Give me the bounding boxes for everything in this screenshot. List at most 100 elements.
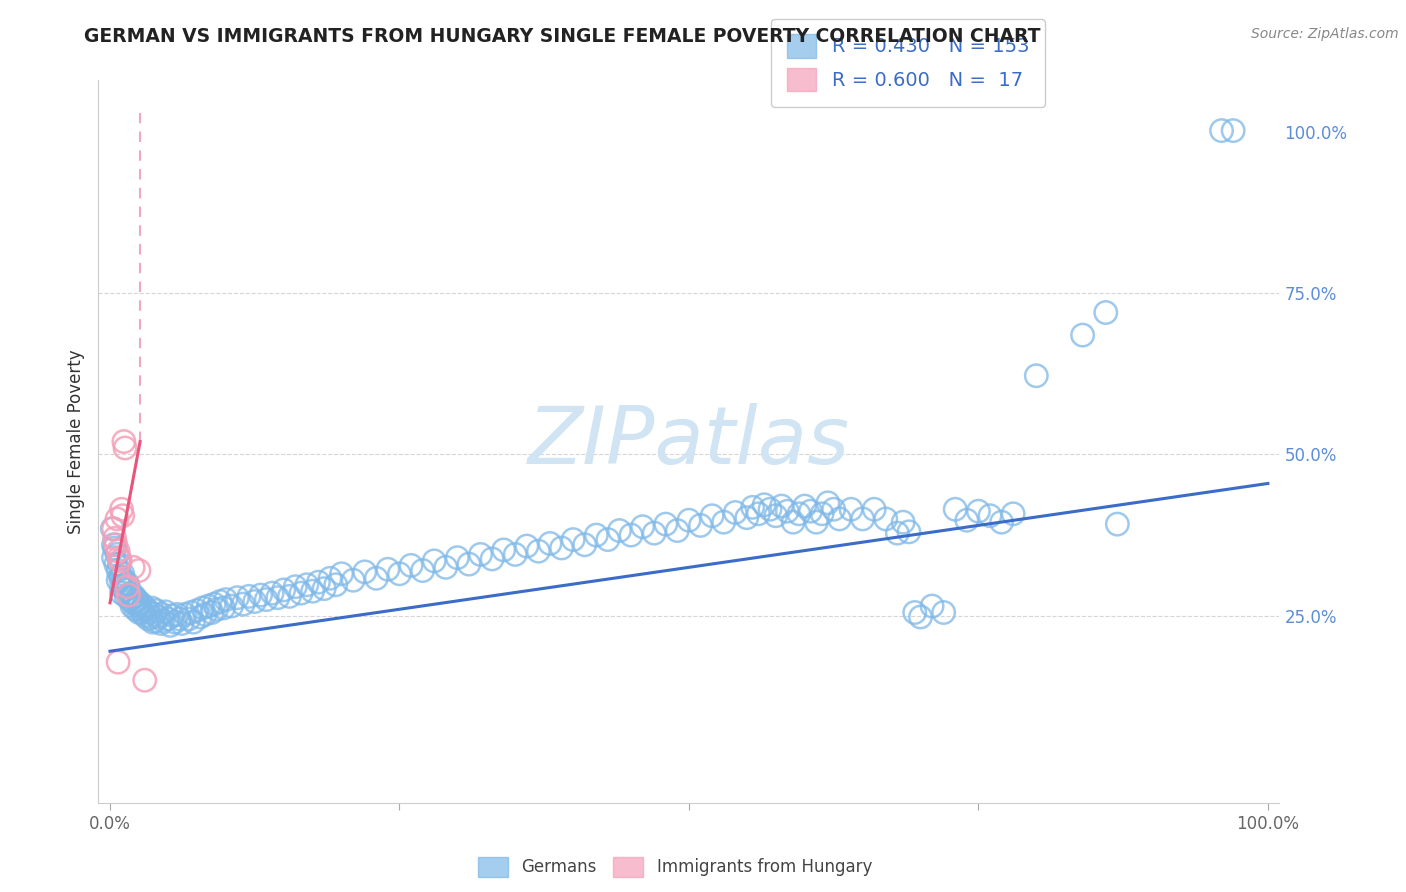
Point	[208, 594, 231, 608]
Point	[863, 502, 886, 516]
Point	[114, 582, 136, 597]
Point	[799, 504, 821, 518]
Point	[191, 601, 214, 615]
Point	[823, 502, 845, 516]
Point	[596, 533, 619, 547]
Text: GERMAN VS IMMIGRANTS FROM HUNGARY SINGLE FEMALE POVERTY CORRELATION CHART: GERMAN VS IMMIGRANTS FROM HUNGARY SINGLE…	[84, 27, 1040, 45]
Point	[967, 504, 990, 518]
Point	[254, 592, 277, 607]
Point	[103, 522, 125, 536]
Point	[122, 590, 145, 604]
Point	[793, 499, 815, 513]
Point	[197, 599, 219, 613]
Point	[104, 557, 127, 571]
Point	[609, 524, 631, 538]
Point	[574, 538, 596, 552]
Point	[212, 601, 235, 615]
Point	[112, 434, 135, 449]
Point	[103, 550, 125, 565]
Point	[108, 550, 131, 565]
Point	[273, 582, 295, 597]
Point	[141, 601, 163, 615]
Point	[205, 602, 228, 616]
Point	[117, 580, 139, 594]
Point	[377, 562, 399, 576]
Point	[470, 548, 492, 562]
Point	[713, 515, 735, 529]
Point	[1002, 507, 1025, 521]
Point	[103, 538, 125, 552]
Point	[481, 552, 503, 566]
Point	[124, 590, 146, 604]
Point	[290, 586, 312, 600]
Point	[932, 606, 955, 620]
Point	[188, 610, 211, 624]
Point	[104, 531, 127, 545]
Point	[1222, 123, 1244, 137]
Point	[152, 614, 174, 628]
Point	[314, 582, 336, 596]
Point	[828, 512, 851, 526]
Point	[538, 536, 561, 550]
Point	[852, 512, 875, 526]
Point	[226, 591, 249, 605]
Point	[128, 564, 150, 578]
Point	[295, 578, 318, 592]
Point	[770, 499, 793, 513]
Point	[101, 522, 124, 536]
Point	[759, 502, 782, 516]
Point	[232, 597, 254, 611]
Point	[163, 615, 186, 630]
Point	[117, 576, 139, 591]
Point	[516, 539, 538, 553]
Point	[115, 590, 138, 604]
Point	[125, 592, 148, 607]
Point	[107, 655, 129, 669]
Point	[782, 515, 804, 529]
Point	[741, 500, 763, 515]
Point	[139, 610, 162, 624]
Point	[325, 578, 347, 592]
Point	[979, 508, 1001, 523]
Point	[180, 606, 202, 620]
Point	[128, 597, 150, 611]
Point	[145, 603, 167, 617]
Point	[886, 526, 908, 541]
Point	[353, 565, 375, 579]
Point	[330, 566, 353, 581]
Point	[117, 580, 139, 594]
Point	[138, 606, 160, 620]
Point	[342, 573, 364, 587]
Point	[143, 614, 166, 628]
Point	[249, 588, 271, 602]
Point	[956, 513, 979, 527]
Point	[262, 586, 284, 600]
Point	[114, 441, 136, 455]
Legend: Germans, Immigrants from Hungary: Germans, Immigrants from Hungary	[471, 850, 879, 884]
Point	[221, 599, 243, 613]
Point	[122, 560, 145, 574]
Point	[150, 607, 173, 622]
Point	[910, 610, 932, 624]
Point	[169, 612, 191, 626]
Point	[149, 616, 172, 631]
Point	[110, 570, 132, 584]
Point	[446, 550, 468, 565]
Point	[550, 541, 572, 555]
Point	[891, 515, 914, 529]
Point	[107, 573, 129, 587]
Point	[388, 566, 411, 581]
Point	[186, 603, 208, 617]
Point	[110, 554, 132, 568]
Point	[806, 515, 828, 529]
Point	[127, 599, 149, 613]
Point	[284, 580, 307, 594]
Point	[105, 548, 128, 562]
Point	[110, 570, 132, 584]
Point	[747, 507, 769, 521]
Point	[990, 515, 1012, 529]
Point	[129, 602, 152, 616]
Point	[215, 592, 238, 607]
Point	[170, 616, 193, 631]
Point	[1211, 123, 1233, 137]
